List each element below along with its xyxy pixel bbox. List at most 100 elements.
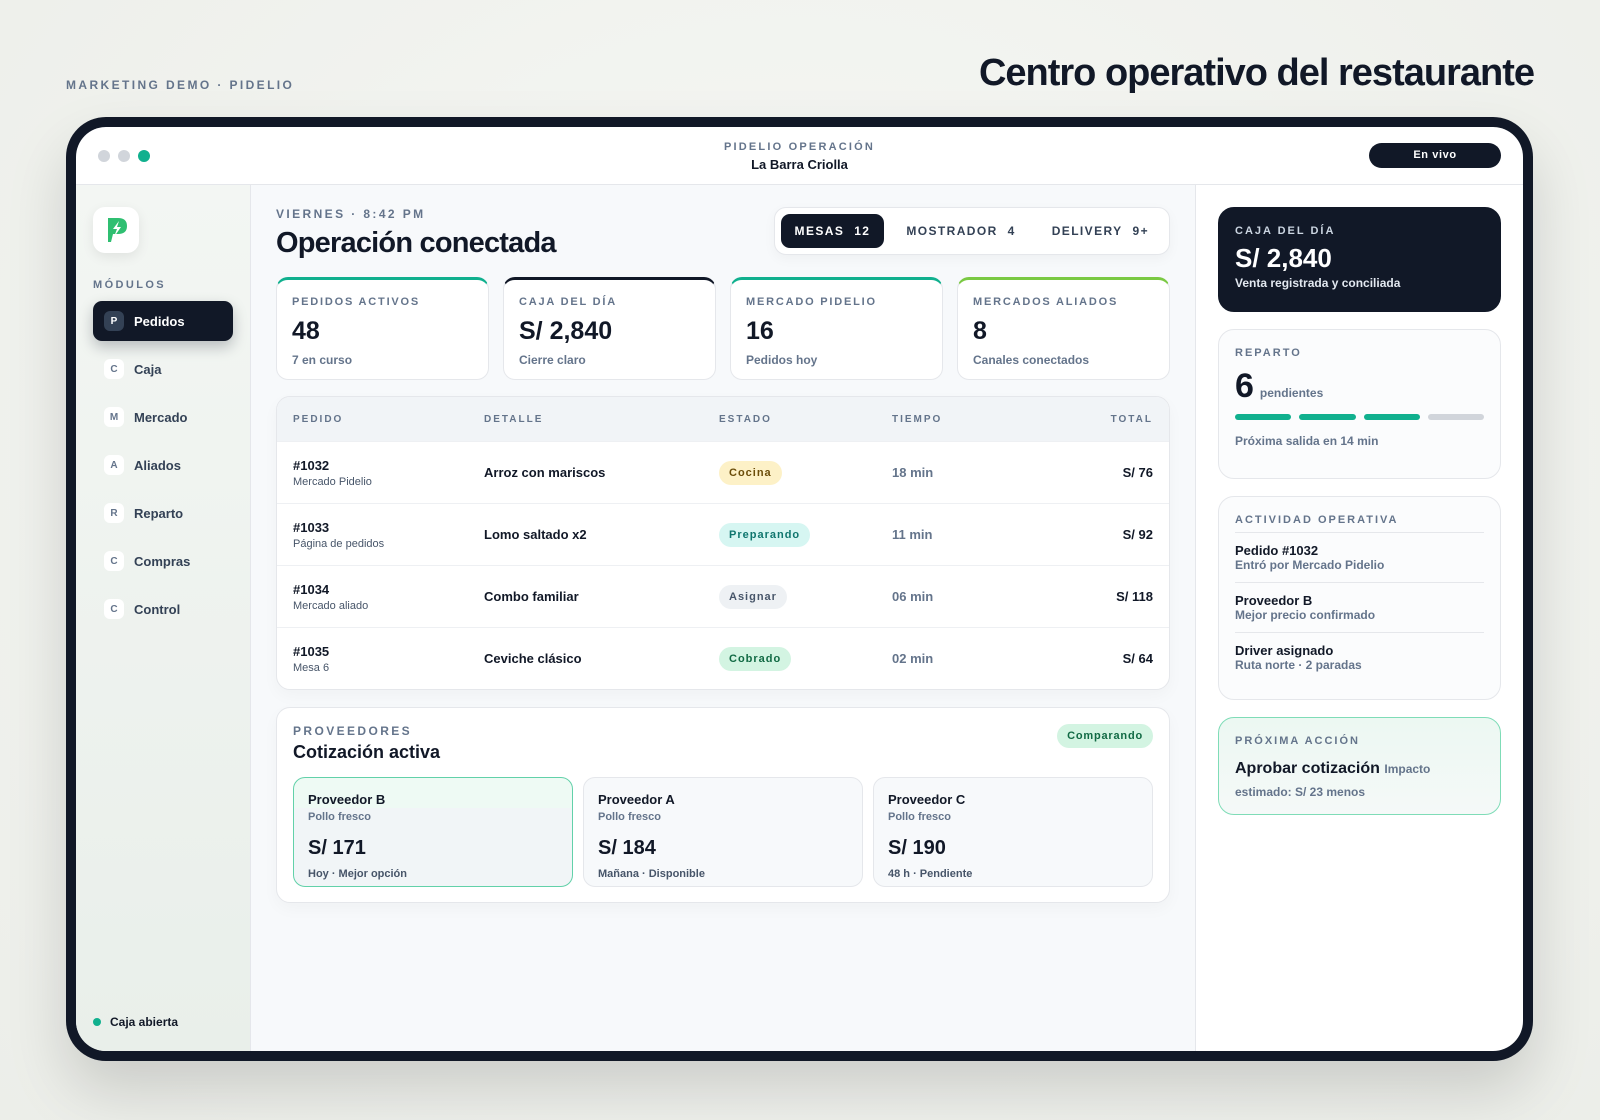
module-initial: R <box>104 503 124 523</box>
order-cell: #1033 Página de pedidos <box>293 520 484 550</box>
order-row[interactable]: #1034 Mercado aliado Combo familiar Asignar… <box>277 565 1169 627</box>
column-header: PEDIDO <box>293 413 344 425</box>
kpi-label: MERCADO PIDELIO <box>746 296 877 308</box>
quote-name: Proveedor A <box>598 792 675 807</box>
tab-label: MESAS <box>794 224 845 238</box>
status-pill: Preparando <box>719 522 811 547</box>
suppliers: PROVEEDORES Cotización activa Comparando… <box>276 707 1170 903</box>
activity-item: Proveedor B Mejor precio confirmado <box>1235 582 1484 632</box>
quote-item: Pollo fresco <box>308 811 371 823</box>
module-initial: C <box>104 599 124 619</box>
activity-note: Entró por Mercado Pidelio <box>1235 558 1385 572</box>
cash-value: S/ 2,840 <box>1235 243 1332 273</box>
module-label: Pedidos <box>134 313 185 329</box>
module-list: P Pedidos C Caja M Mercado A Aliados R Reparto C Co… <box>93 301 233 629</box>
top-bar: PIDELIO OPERACIÓN La Barra Criolla En vi… <box>76 127 1523 185</box>
order-cell: #1035 Mesa 6 <box>293 644 484 674</box>
module-label: Aliados <box>134 457 181 473</box>
activity-item: Pedido #1032 Entró por Mercado Pidelio <box>1235 532 1484 582</box>
tabs: MESAS 12 MOSTRADOR 4 DELIVERY 9+ <box>773 207 1170 255</box>
quote-note: Mañana · Disponible <box>598 868 705 880</box>
main-title: Operación conectada <box>276 227 557 259</box>
order-detail: Lomo saltado x2 <box>484 527 587 542</box>
order-total: S/ 76 <box>1122 465 1153 480</box>
window-dots <box>98 150 150 162</box>
delivery-card: REPARTO 6 pendientes Próxima salida en 14… <box>1218 329 1501 479</box>
quote-name: Proveedor C <box>888 792 966 807</box>
order-total: S/ 92 <box>1122 527 1153 542</box>
page-title: Centro operativo del restaurante <box>978 52 1535 94</box>
body: MÓDULOS P Pedidos C Caja M Mercado A Aliados R Re… <box>76 185 1523 1051</box>
tab[interactable]: MESAS 12 <box>780 214 885 248</box>
quote-note: Hoy · Mejor opción <box>308 868 407 880</box>
quote-item: Pollo fresco <box>598 811 661 823</box>
module[interactable]: C Compras <box>93 541 233 581</box>
order-detail: Arroz con mariscos <box>484 465 606 480</box>
order-id: #1034 <box>293 581 330 597</box>
module-label: Reparto <box>134 505 184 521</box>
next-title[interactable]: Aprobar cotización <box>1235 760 1380 777</box>
column-header: TIEMPO <box>892 413 943 425</box>
status-cell: Cobrado <box>719 646 892 671</box>
quote-card[interactable]: Proveedor A Pollo fresco S/ 184 Mañana · Di… <box>583 777 863 887</box>
order-cell: #1032 Mercado Pidelio <box>293 458 484 488</box>
badge: Comparando <box>1057 724 1153 748</box>
venue: La Barra Criolla <box>751 157 848 172</box>
main: VIERNES · 8:42 PM Operación conectada ME… <box>251 185 1195 1051</box>
eyebrow: VIERNES · 8:42 PM <box>276 207 426 221</box>
section-title: MÓDULOS <box>93 279 167 291</box>
activity-title: Pedido #1032 <box>1235 543 1319 558</box>
module[interactable]: A Aliados <box>93 445 233 485</box>
tab-count: 4 <box>1007 224 1016 238</box>
screen: PIDELIO OPERACIÓN La Barra Criolla En vi… <box>76 127 1523 1051</box>
kpi-label: MERCADOS ALIADOS <box>973 296 1119 308</box>
kpi-card: MERCADOS ALIADOS 8 Canales conectados <box>957 277 1170 380</box>
activity-title: Driver asignado <box>1235 643 1334 658</box>
sidebar: MÓDULOS P Pedidos C Caja M Mercado A Aliados R Re… <box>76 185 251 1051</box>
module[interactable]: C Control <box>93 589 233 629</box>
column-header: ESTADO <box>719 413 772 425</box>
order-row[interactable]: #1035 Mesa 6 Ceviche clásico Cobrado 02 min S… <box>277 627 1169 689</box>
quote-price: S/ 171 <box>308 837 366 859</box>
order-total: S/ 118 <box>1116 589 1153 604</box>
quote-name: Proveedor B <box>308 792 386 807</box>
quote-price: S/ 184 <box>598 837 656 859</box>
kpi-note: Pedidos hoy <box>746 353 818 367</box>
module[interactable]: P Pedidos <box>93 301 233 341</box>
table-header: PEDIDO DETALLE ESTADO TIEMPO TOTAL <box>277 397 1169 441</box>
tab-count: 9+ <box>1132 224 1149 238</box>
delivery-note: Próxima salida en 14 min <box>1235 434 1379 448</box>
kpi-label: PEDIDOS ACTIVOS <box>292 296 421 308</box>
module[interactable]: M Mercado <box>93 397 233 437</box>
order-source: Mercado Pidelio <box>293 475 372 488</box>
module[interactable]: C Caja <box>93 349 233 389</box>
app-name: PIDELIO OPERACIÓN <box>723 141 876 153</box>
kpi-value: S/ 2,840 <box>519 317 613 345</box>
order-source: Mesa 6 <box>293 661 330 674</box>
order-row[interactable]: #1032 Mercado Pidelio Arroz con mariscos Co… <box>277 441 1169 503</box>
order-id: #1032 <box>293 457 330 473</box>
next-note: Impacto estimado: S/ 23 menos <box>1235 762 1431 800</box>
aside: CAJA DEL DÍA S/ 2,840 Venta registrada y… <box>1195 185 1523 1051</box>
live-status[interactable]: En vivo <box>1369 143 1501 168</box>
quotes: Proveedor B Pollo fresco S/ 171 Hoy · Mejor… <box>293 777 1153 887</box>
tab[interactable]: MOSTRADOR 4 <box>892 214 1029 248</box>
orders-table: PEDIDO DETALLE ESTADO TIEMPO TOTAL #1032 Merca… <box>276 396 1170 690</box>
kpi-grid: PEDIDOS ACTIVOS 48 7 en curso CAJA DEL DÍA S… <box>276 277 1170 380</box>
tab[interactable]: DELIVERY 9+ <box>1038 214 1163 248</box>
quote-card[interactable]: Proveedor C Pollo fresco S/ 190 48 h · Pend… <box>873 777 1153 887</box>
next-action: PRÓXIMA ACCIÓN Aprobar cotización Impact… <box>1218 717 1501 815</box>
card-label: PRÓXIMA ACCIÓN <box>1235 735 1360 747</box>
module[interactable]: R Reparto <box>93 493 233 533</box>
activity-card: ACTIVIDAD OPERATIVA Pedido #1032 Entró po… <box>1218 496 1501 700</box>
order-total: S/ 64 <box>1122 651 1153 666</box>
order-row[interactable]: #1033 Página de pedidos Lomo saltado x2 Pre… <box>277 503 1169 565</box>
quote-card[interactable]: Proveedor B Pollo fresco S/ 171 Hoy · Mejor… <box>293 777 573 887</box>
kpi-note: Cierre claro <box>519 353 586 367</box>
cash-note: Venta registrada y conciliada <box>1235 276 1401 290</box>
eyebrow: PROVEEDORES <box>293 724 413 738</box>
kpi-card: CAJA DEL DÍA S/ 2,840 Cierre claro <box>503 277 716 380</box>
delivery-value: 6 <box>1235 367 1254 405</box>
order-time: 18 min <box>892 465 934 480</box>
order-cell: #1034 Mercado aliado <box>293 582 484 612</box>
